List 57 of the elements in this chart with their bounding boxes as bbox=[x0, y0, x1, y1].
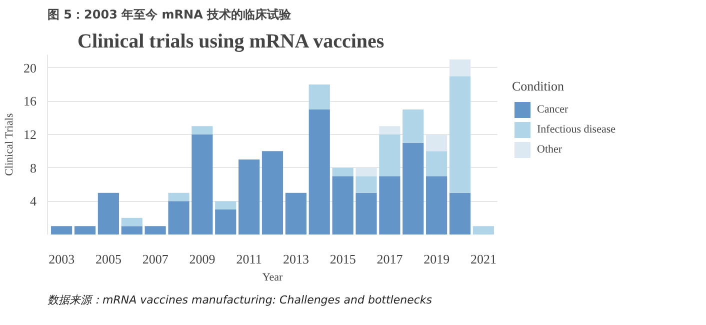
y-tick-label: 4 bbox=[30, 194, 37, 209]
legend-title: Condition bbox=[512, 78, 566, 94]
bar bbox=[379, 126, 400, 134]
bar bbox=[356, 192, 377, 234]
bar bbox=[426, 151, 448, 176]
bar bbox=[402, 142, 424, 234]
bar bbox=[74, 226, 96, 234]
bar bbox=[168, 192, 190, 202]
bar bbox=[356, 168, 377, 176]
source-note: 数据来源：mRNA vaccines manufacturing: Challenges and bottlenecks bbox=[48, 294, 432, 306]
y-tick-label: 12 bbox=[24, 127, 36, 142]
bar bbox=[192, 134, 213, 234]
x-tick-label: 2019 bbox=[424, 252, 450, 266]
bar bbox=[168, 201, 190, 234]
bar bbox=[332, 168, 354, 176]
x-tick-label: 2015 bbox=[330, 252, 356, 266]
bar bbox=[308, 110, 330, 234]
bar bbox=[356, 176, 377, 193]
y-tick-label: 20 bbox=[24, 60, 36, 76]
chart-title: Clinical trials using mRNA vaccines bbox=[78, 30, 384, 52]
y-axis-title: Clinical Trials bbox=[4, 113, 16, 176]
bar bbox=[98, 192, 119, 234]
bar bbox=[285, 192, 306, 234]
legend-label: Infectious disease bbox=[537, 123, 616, 135]
x-tick-label: 2007 bbox=[142, 252, 169, 266]
bar bbox=[402, 110, 424, 143]
x-tick-label: 2011 bbox=[236, 252, 262, 266]
bar bbox=[379, 176, 400, 234]
bar bbox=[192, 126, 213, 134]
x-tick-label: 2021 bbox=[470, 252, 496, 266]
y-tick-label: 8 bbox=[30, 160, 36, 176]
x-axis-title: Year bbox=[262, 272, 283, 284]
bar bbox=[262, 151, 284, 234]
x-tick-label: 2009 bbox=[189, 252, 216, 266]
x-tick-label: 2017 bbox=[376, 252, 404, 266]
bar bbox=[121, 226, 142, 234]
x-tick-label: 2005 bbox=[95, 252, 122, 266]
legend-label: Cancer bbox=[537, 103, 568, 115]
bar bbox=[215, 201, 236, 210]
x-tick-label: 2013 bbox=[282, 252, 309, 266]
bar bbox=[121, 218, 142, 226]
x-tick-label: 2003 bbox=[48, 252, 75, 266]
bar bbox=[426, 134, 448, 152]
bar bbox=[215, 210, 236, 234]
bar bbox=[332, 176, 354, 234]
bar bbox=[308, 84, 330, 110]
bar bbox=[449, 192, 471, 234]
bar bbox=[449, 76, 471, 193]
y-tick-label: 16 bbox=[24, 94, 37, 109]
bar bbox=[472, 226, 494, 234]
bar bbox=[238, 160, 260, 234]
legend-label: Other bbox=[537, 143, 562, 155]
bar bbox=[144, 226, 166, 234]
caption: 图 5：2003 年至今 mRNA 技术的临床试验 bbox=[48, 8, 292, 22]
bar bbox=[51, 226, 72, 234]
bar bbox=[426, 176, 448, 234]
bar bbox=[379, 134, 400, 176]
